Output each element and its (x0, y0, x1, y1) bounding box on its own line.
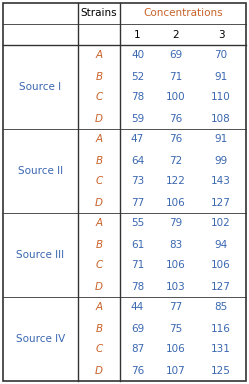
Text: C: C (95, 260, 103, 270)
Text: A: A (95, 134, 103, 144)
Text: 77: 77 (131, 197, 144, 207)
Text: B: B (95, 71, 103, 81)
Text: 131: 131 (211, 344, 231, 354)
Text: 77: 77 (169, 303, 182, 313)
Text: 52: 52 (131, 71, 144, 81)
Text: 106: 106 (166, 260, 185, 270)
Text: 61: 61 (131, 240, 144, 250)
Text: 110: 110 (211, 93, 231, 103)
Text: 108: 108 (211, 114, 231, 124)
Text: 40: 40 (131, 51, 144, 61)
Text: 94: 94 (214, 240, 228, 250)
Text: 106: 106 (211, 260, 231, 270)
Text: D: D (95, 281, 103, 291)
Text: A: A (95, 218, 103, 228)
Text: Concentrations: Concentrations (143, 8, 223, 18)
Text: Source III: Source III (16, 250, 64, 260)
Text: B: B (95, 323, 103, 333)
Text: 3: 3 (218, 30, 224, 40)
Text: 99: 99 (214, 156, 228, 166)
Text: 143: 143 (211, 177, 231, 187)
Text: 103: 103 (166, 281, 185, 291)
Text: B: B (95, 240, 103, 250)
Text: 72: 72 (169, 156, 182, 166)
Text: 76: 76 (169, 114, 182, 124)
Text: Strains: Strains (81, 8, 117, 18)
Text: 2: 2 (172, 30, 179, 40)
Text: 69: 69 (169, 51, 182, 61)
Text: 73: 73 (131, 177, 144, 187)
Text: C: C (95, 177, 103, 187)
Text: D: D (95, 114, 103, 124)
Text: 106: 106 (166, 197, 185, 207)
Text: 79: 79 (169, 218, 182, 228)
Text: 59: 59 (131, 114, 144, 124)
Text: D: D (95, 197, 103, 207)
Text: C: C (95, 344, 103, 354)
Text: 102: 102 (211, 218, 231, 228)
Text: 91: 91 (214, 71, 228, 81)
Text: 55: 55 (131, 218, 144, 228)
Text: 87: 87 (131, 344, 144, 354)
Text: 91: 91 (214, 134, 228, 144)
Text: 64: 64 (131, 156, 144, 166)
Text: Source IV: Source IV (16, 334, 65, 344)
Text: 106: 106 (166, 344, 185, 354)
Text: 116: 116 (211, 323, 231, 333)
Text: C: C (95, 93, 103, 103)
Text: D: D (95, 366, 103, 376)
Text: 78: 78 (131, 93, 144, 103)
Text: 76: 76 (131, 366, 144, 376)
Text: 75: 75 (169, 323, 182, 333)
Text: 47: 47 (131, 134, 144, 144)
Text: 122: 122 (166, 177, 186, 187)
Text: 78: 78 (131, 281, 144, 291)
Text: 83: 83 (169, 240, 182, 250)
Text: A: A (95, 51, 103, 61)
Text: 69: 69 (131, 323, 144, 333)
Text: Source I: Source I (19, 82, 62, 92)
Text: 85: 85 (214, 303, 228, 313)
Text: A: A (95, 303, 103, 313)
Text: 76: 76 (169, 134, 182, 144)
Text: 70: 70 (214, 51, 228, 61)
Text: 71: 71 (169, 71, 182, 81)
Text: 125: 125 (211, 366, 231, 376)
Text: 107: 107 (166, 366, 185, 376)
Text: 1: 1 (134, 30, 141, 40)
Text: 71: 71 (131, 260, 144, 270)
Text: 44: 44 (131, 303, 144, 313)
Text: 127: 127 (211, 281, 231, 291)
Text: 127: 127 (211, 197, 231, 207)
Text: Source II: Source II (18, 166, 63, 176)
Text: B: B (95, 156, 103, 166)
Text: 100: 100 (166, 93, 185, 103)
